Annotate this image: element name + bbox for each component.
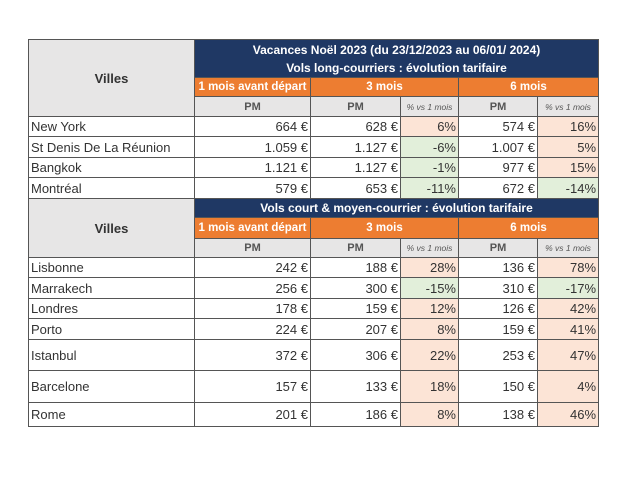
price-6-months: 253 € xyxy=(458,339,538,371)
city-name: Istanbul xyxy=(28,339,195,371)
city-name: Londres xyxy=(28,298,195,319)
price-6-months: 672 € xyxy=(458,177,538,199)
city-name: Bangkok xyxy=(28,157,195,178)
pct-3-months: 18% xyxy=(400,370,459,403)
table-row: Londres 178 €159 €12% 126 €42% xyxy=(28,298,600,319)
pm-header: PM xyxy=(310,96,401,117)
price-3-months: 300 € xyxy=(310,277,401,299)
villes-header: Villes xyxy=(28,39,195,117)
price-1-month: 1.059 € xyxy=(194,136,311,158)
pct-6-months: 47% xyxy=(536,339,600,371)
pct-6-months: 16% xyxy=(536,116,600,137)
col-1-month: 1 mois avant départ xyxy=(194,217,311,239)
city-name: Barcelone xyxy=(28,370,195,403)
price-3-months: 1.127 € xyxy=(310,157,401,178)
pct-3-months: 12% xyxy=(400,298,459,319)
table-row: Istanbul 372 €306 €22% 253 €47% xyxy=(28,339,600,371)
pm-header: PM xyxy=(194,238,311,258)
city-name: New York xyxy=(28,116,195,137)
price-3-months: 133 € xyxy=(310,370,401,403)
pm-header: PM xyxy=(458,238,538,258)
price-1-month: 178 € xyxy=(194,298,311,319)
city-name: Marrakech xyxy=(28,277,195,299)
pct-3-months: 6% xyxy=(400,116,459,137)
price-3-months: 207 € xyxy=(310,318,401,340)
price-1-month: 242 € xyxy=(194,257,311,278)
pct-6-months: 46% xyxy=(536,402,600,427)
table-row: Porto 224 €207 €8% 159 €41% xyxy=(28,318,600,340)
col-3-months: 3 mois xyxy=(310,217,459,239)
price-1-month: 579 € xyxy=(194,177,311,199)
price-6-months: 310 € xyxy=(458,277,538,299)
price-evolution-table: Villes Vacances Noël 2023 (du 23/12/2023… xyxy=(28,39,600,427)
city-name: Lisbonne xyxy=(28,257,195,278)
col-3-months: 3 mois xyxy=(310,77,459,97)
pct-6-months: 42% xyxy=(536,298,600,319)
price-6-months: 1.007 € xyxy=(458,136,538,158)
price-1-month: 664 € xyxy=(194,116,311,137)
col-1-month: 1 mois avant départ xyxy=(194,77,311,97)
long-haul-title: Vols long-courriers : évolution tarifair… xyxy=(193,59,600,78)
col-6-months: 6 mois xyxy=(457,77,600,97)
pct-3-months: 22% xyxy=(400,339,459,371)
pct-header: % vs 1 mois xyxy=(536,238,600,258)
price-3-months: 159 € xyxy=(310,298,401,319)
pct-3-months: 8% xyxy=(400,402,459,427)
table-row: Barcelone 157 €133 €18% 150 €4% xyxy=(28,370,600,403)
pct-6-months: 15% xyxy=(536,157,600,178)
pct-3-months: -6% xyxy=(400,136,459,158)
pct-3-months: -15% xyxy=(400,277,459,299)
pct-3-months: -1% xyxy=(400,157,459,178)
price-6-months: 138 € xyxy=(458,402,538,427)
table-row: New York 664 €628 €6% 574 €16% xyxy=(28,116,600,137)
pct-header: % vs 1 mois xyxy=(400,238,459,258)
price-1-month: 1.121 € xyxy=(194,157,311,178)
price-6-months: 159 € xyxy=(458,318,538,340)
city-name: Montréal xyxy=(28,177,195,199)
price-1-month: 224 € xyxy=(194,318,311,340)
pct-6-months: 4% xyxy=(536,370,600,403)
table-row: Montréal 579 €653 € -11% 672 € -14% xyxy=(28,177,600,199)
price-3-months: 186 € xyxy=(310,402,401,427)
city-name: Porto xyxy=(28,318,195,340)
price-6-months: 150 € xyxy=(458,370,538,403)
pct-3-months: 28% xyxy=(400,257,459,278)
pm-header: PM xyxy=(458,96,538,117)
table-row: Lisbonne 242 €188 €28% 136 €78% xyxy=(28,257,600,278)
price-3-months: 628 € xyxy=(310,116,401,137)
city-name: St Denis De La Réunion xyxy=(28,136,195,158)
city-name: Rome xyxy=(28,402,195,427)
price-1-month: 256 € xyxy=(194,277,311,299)
price-3-months: 653 € xyxy=(310,177,401,199)
pm-header: PM xyxy=(310,238,401,258)
price-6-months: 126 € xyxy=(458,298,538,319)
price-6-months: 574 € xyxy=(458,116,538,137)
pct-header: % vs 1 mois xyxy=(400,96,459,117)
pct-3-months: 8% xyxy=(400,318,459,340)
price-3-months: 306 € xyxy=(310,339,401,371)
price-3-months: 1.127 € xyxy=(310,136,401,158)
price-1-month: 157 € xyxy=(194,370,311,403)
pct-header: % vs 1 mois xyxy=(536,96,600,117)
price-6-months: 977 € xyxy=(458,157,538,178)
villes-header: Villes xyxy=(28,198,195,258)
pct-6-months: -14% xyxy=(536,177,600,199)
pct-6-months: 5% xyxy=(536,136,600,158)
price-1-month: 201 € xyxy=(194,402,311,427)
table-row: St Denis De La Réunion 1.059 €1.127 € -6% 1… xyxy=(28,136,600,158)
short-haul-title: Vols court & moyen-courrier : évolution … xyxy=(193,198,600,218)
table-row: Bangkok 1.121 €1.127 € -1% 977 €15% xyxy=(28,157,600,178)
pct-6-months: 78% xyxy=(536,257,600,278)
table-row: Marrakech 256 €300 € -15% 310 € -17% xyxy=(28,277,600,299)
pct-3-months: -11% xyxy=(400,177,459,199)
pct-6-months: -17% xyxy=(536,277,600,299)
table-row: Rome 201 €186 €8% 138 €46% xyxy=(28,402,600,427)
table-title: Vacances Noël 2023 (du 23/12/2023 au 06/… xyxy=(193,39,600,60)
price-6-months: 136 € xyxy=(458,257,538,278)
col-6-months: 6 mois xyxy=(457,217,600,239)
price-3-months: 188 € xyxy=(310,257,401,278)
pm-header: PM xyxy=(194,96,311,117)
pct-6-months: 41% xyxy=(536,318,600,340)
price-1-month: 372 € xyxy=(194,339,311,371)
